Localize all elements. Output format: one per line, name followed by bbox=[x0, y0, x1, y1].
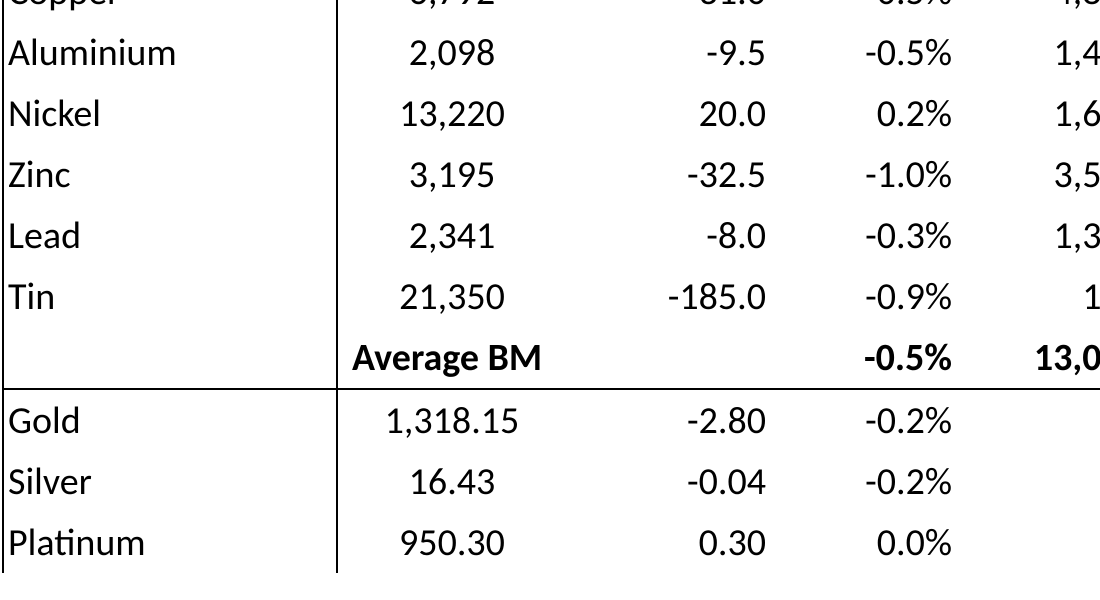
cell-change: -2.80 bbox=[566, 389, 784, 451]
commodity-table: Copper 6,792 -31.0 -0.5% 4,894 Aluminium… bbox=[2, 0, 1100, 573]
table-row: Platinum 950.30 0.30 0.0% bbox=[3, 512, 1100, 573]
cell-name: Nickel bbox=[3, 83, 337, 144]
cell-name: Silver bbox=[3, 451, 337, 512]
cell-change: -9.5 bbox=[566, 22, 784, 83]
table-row: Silver 16.43 -0.04 -0.2% bbox=[3, 451, 1100, 512]
cell-price: 16.43 bbox=[337, 451, 566, 512]
cell-vol: 1,331 bbox=[970, 205, 1100, 266]
cell-change: 20.0 bbox=[566, 83, 784, 144]
cell-name: Aluminium bbox=[3, 22, 337, 83]
cell-price: 2,098 bbox=[337, 22, 566, 83]
table-row: Lead 2,341 -8.0 -0.3% 1,331 bbox=[3, 205, 1100, 266]
cell-price: 21,350 bbox=[337, 266, 566, 327]
cell-vol: 3,575 bbox=[970, 144, 1100, 205]
cell-price: 950.30 bbox=[337, 512, 566, 573]
cell-vol bbox=[970, 512, 1100, 573]
cell-name: Zinc bbox=[3, 144, 337, 205]
cell-vol: 109 bbox=[970, 266, 1100, 327]
cell-name bbox=[3, 327, 337, 389]
cell-name: Tin bbox=[3, 266, 337, 327]
cell-vol: 1,694 bbox=[970, 83, 1100, 144]
table-viewport: Copper 6,792 -31.0 -0.5% 4,894 Aluminium… bbox=[0, 0, 1100, 600]
cell-change: -8.0 bbox=[566, 205, 784, 266]
cell-pct: 0.2% bbox=[784, 83, 970, 144]
cell-change bbox=[566, 327, 784, 389]
cell-vol: 4,894 bbox=[970, 0, 1100, 22]
cell-pct: -0.3% bbox=[784, 205, 970, 266]
cell-price: 13,220 bbox=[337, 83, 566, 144]
cell-vol: 1,420 bbox=[970, 22, 1100, 83]
cell-vol: 13,023 bbox=[970, 327, 1100, 389]
cell-pct: -0.5% bbox=[784, 0, 970, 22]
cell-pct: -1.0% bbox=[784, 144, 970, 205]
cell-pct: -0.9% bbox=[784, 266, 970, 327]
cell-change: -185.0 bbox=[566, 266, 784, 327]
table-row: Zinc 3,195 -32.5 -1.0% 3,575 bbox=[3, 144, 1100, 205]
cell-pct: -0.5% bbox=[784, 22, 970, 83]
cell-price: 2,341 bbox=[337, 205, 566, 266]
cell-price: 1,318.15 bbox=[337, 389, 566, 451]
cell-price: 6,792 bbox=[337, 0, 566, 22]
cell-name: Gold bbox=[3, 389, 337, 451]
table-row: Tin 21,350 -185.0 -0.9% 109 bbox=[3, 266, 1100, 327]
table-row: Gold 1,318.15 -2.80 -0.2% bbox=[3, 389, 1100, 451]
cell-name: Copper bbox=[3, 0, 337, 22]
cell-change: 0.30 bbox=[566, 512, 784, 573]
cell-vol bbox=[970, 389, 1100, 451]
table-row: Copper 6,792 -31.0 -0.5% 4,894 bbox=[3, 0, 1100, 22]
cell-change: -31.0 bbox=[566, 0, 784, 22]
cell-pct: -0.5% bbox=[784, 327, 970, 389]
table-row: Nickel 13,220 20.0 0.2% 1,694 bbox=[3, 83, 1100, 144]
cell-pct: -0.2% bbox=[784, 389, 970, 451]
cell-vol bbox=[970, 451, 1100, 512]
cell-pct: -0.2% bbox=[784, 451, 970, 512]
table-row: Aluminium 2,098 -9.5 -0.5% 1,420 bbox=[3, 22, 1100, 83]
cell-price: 3,195 bbox=[337, 144, 566, 205]
cell-price: Average BM bbox=[337, 327, 566, 389]
cell-change: -0.04 bbox=[566, 451, 784, 512]
summary-row: Average BM -0.5% 13,023 bbox=[3, 327, 1100, 389]
cell-name: Platinum bbox=[3, 512, 337, 573]
cell-name: Lead bbox=[3, 205, 337, 266]
cell-pct: 0.0% bbox=[784, 512, 970, 573]
cell-change: -32.5 bbox=[566, 144, 784, 205]
